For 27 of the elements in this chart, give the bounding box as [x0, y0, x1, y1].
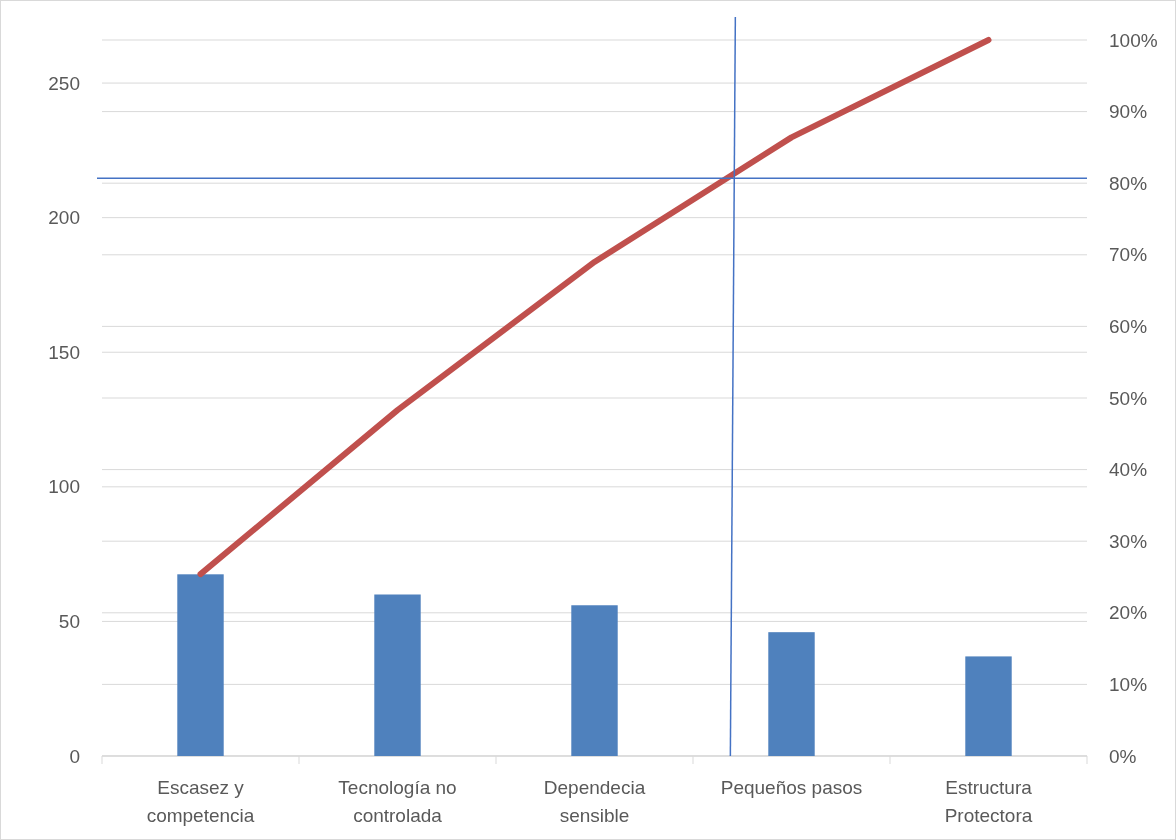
bar [965, 656, 1012, 756]
y2-tick-label: 90% [1109, 101, 1148, 123]
bar [571, 605, 618, 756]
y2-tick-label: 80% [1109, 172, 1148, 194]
y2-tick-label: 70% [1109, 244, 1148, 266]
y-tick-label: 0 [69, 745, 80, 767]
x-tick-label: Pequeños pasos [720, 777, 863, 798]
x-tick-label: Estructura Protectora [944, 777, 1033, 826]
y-tick-label: 200 [48, 207, 80, 229]
x-tick-label: Tecnología no controlada [338, 777, 457, 826]
y2-tick-label: 50% [1109, 387, 1148, 409]
x-tick-label: Dependecia sensible [543, 777, 646, 826]
y2-tick-label: 30% [1109, 530, 1148, 552]
y2-tick-label: 60% [1109, 315, 1148, 337]
y-tick-label: 250 [48, 72, 80, 94]
y2-tick-label: 100% [1109, 29, 1158, 51]
y2-tick-label: 20% [1109, 602, 1148, 624]
y2-tick-label: 0% [1109, 745, 1137, 767]
y2-tick-label: 10% [1109, 673, 1148, 695]
bar [177, 574, 224, 756]
bar [768, 632, 815, 756]
y-tick-label: 150 [48, 341, 80, 363]
y-tick-label: 50 [58, 610, 80, 632]
y2-tick-label: 40% [1109, 459, 1148, 481]
x-tick-label: Escasez y competencia [146, 777, 255, 826]
y-tick-label: 100 [48, 476, 80, 498]
bar [374, 594, 421, 756]
